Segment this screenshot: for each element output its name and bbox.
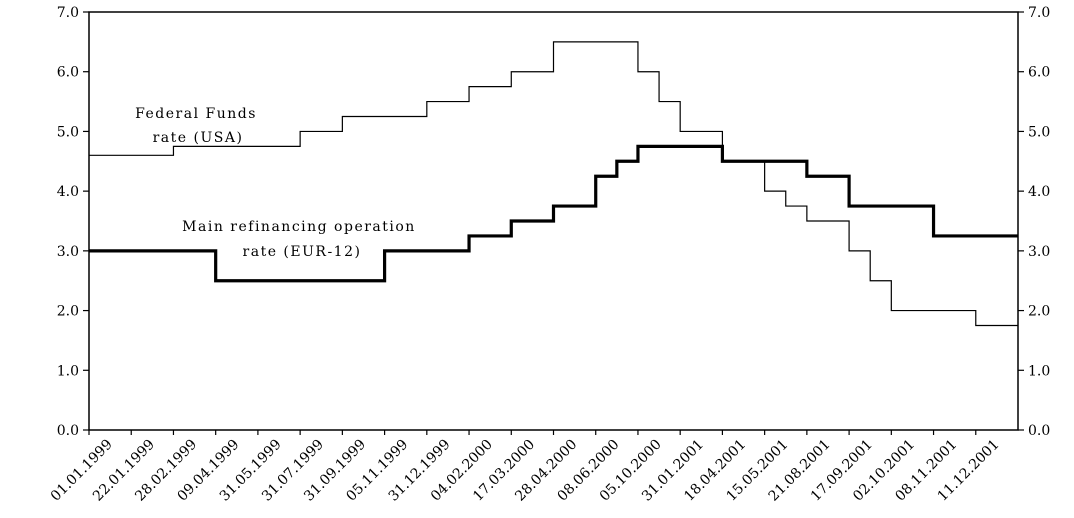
x-axis: 01.01.199922.01.199928.02.199909.04.1999… — [48, 430, 1003, 505]
y-tick-label-right: 4.0 — [1028, 184, 1050, 200]
y-tick-label-right: 2.0 — [1028, 304, 1050, 320]
y-tick-label-right: 0.0 — [1028, 423, 1050, 439]
refi-rate-label-line1: Main refinancing operation — [182, 219, 416, 235]
y-tick-label-left: 7.0 — [57, 5, 79, 21]
y-tick-label-left: 6.0 — [57, 65, 79, 81]
y-tick-label-left: 5.0 — [57, 124, 79, 140]
y-tick-label-left: 4.0 — [57, 184, 79, 200]
refi-rate-label-line2: rate (EUR-12) — [243, 244, 362, 260]
fed-funds-label-line2: rate (USA) — [153, 130, 244, 146]
y-tick-label-right: 1.0 — [1028, 363, 1050, 379]
y-tick-label-right: 6.0 — [1028, 65, 1050, 81]
y-axis-left: 0.0 1.0 2.0 3.0 4.0 5.0 6.0 7.0 — [57, 5, 89, 439]
y-tick-label-right: 7.0 — [1028, 5, 1050, 21]
y-tick-label-left: 1.0 — [57, 363, 79, 379]
fed-funds-rate-line — [89, 41, 1018, 327]
fed-funds-label-line1: Federal Funds — [135, 106, 257, 122]
y-tick-label-right: 5.0 — [1028, 124, 1050, 140]
y-tick-label-left: 2.0 — [57, 304, 79, 320]
series-group — [89, 41, 1018, 327]
refi-rate-line — [89, 144, 1018, 283]
y-tick-label-right: 3.0 — [1028, 244, 1050, 260]
y-tick-label-left: 3.0 — [57, 244, 79, 260]
y-tick-label-left: 0.0 — [57, 423, 79, 439]
y-axis-right: 0.0 1.0 2.0 3.0 4.0 5.0 6.0 7.0 — [1018, 5, 1050, 439]
